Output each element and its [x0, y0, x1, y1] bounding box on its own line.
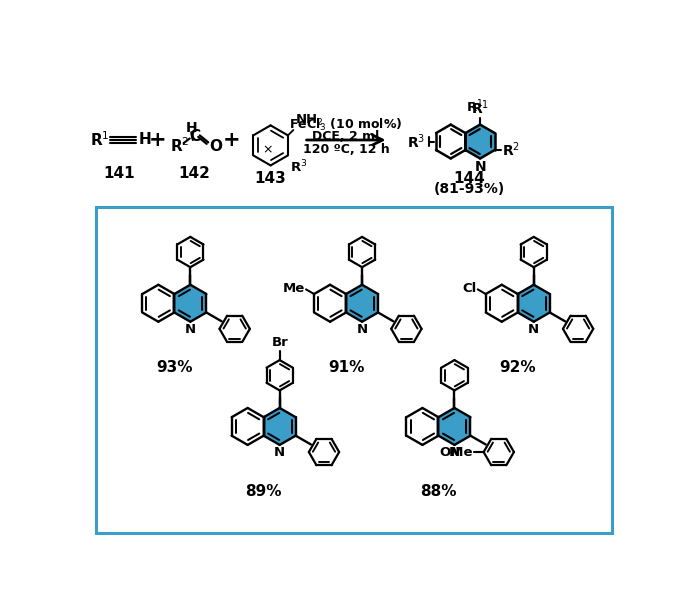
Text: Me: Me — [283, 282, 305, 295]
Text: 120 ºC, 12 h: 120 ºC, 12 h — [303, 143, 390, 156]
Text: N: N — [474, 160, 486, 174]
Text: OMe: OMe — [439, 445, 473, 459]
Text: N: N — [528, 323, 540, 337]
Text: R$^3$: R$^3$ — [407, 132, 426, 151]
Text: H: H — [138, 132, 151, 147]
Bar — [96, 207, 612, 533]
Text: Br: Br — [272, 337, 288, 349]
Text: N: N — [357, 323, 368, 337]
Text: R$^1$: R$^1$ — [471, 98, 489, 117]
Text: R$^2$: R$^2$ — [171, 136, 190, 155]
Text: 93%: 93% — [156, 361, 193, 376]
Text: R$^3$: R$^3$ — [290, 158, 307, 175]
Text: N: N — [274, 447, 285, 459]
Text: 144: 144 — [453, 171, 485, 186]
Text: N: N — [184, 323, 196, 337]
Text: +: + — [149, 130, 167, 150]
Polygon shape — [518, 285, 550, 321]
Text: (81-93%): (81-93%) — [434, 182, 505, 196]
Text: 92%: 92% — [500, 361, 536, 376]
Text: ×: × — [263, 143, 273, 157]
Text: 141: 141 — [103, 166, 135, 181]
Text: DCE, 2 ml: DCE, 2 ml — [312, 131, 379, 143]
Text: NH$_2$: NH$_2$ — [295, 113, 323, 128]
Polygon shape — [264, 408, 296, 445]
Text: R$^1$: R$^1$ — [91, 131, 110, 149]
Text: N: N — [449, 447, 460, 459]
Text: 88%: 88% — [420, 483, 457, 498]
Polygon shape — [174, 285, 207, 321]
Text: R$^1$: R$^1$ — [466, 99, 484, 116]
Text: 143: 143 — [255, 171, 287, 186]
Text: Cl: Cl — [462, 282, 476, 295]
Text: 142: 142 — [178, 166, 210, 181]
Text: O: O — [209, 138, 222, 154]
Text: +: + — [223, 130, 240, 150]
Text: H: H — [187, 122, 198, 135]
Text: FeCl$_3$ (10 mol%): FeCl$_3$ (10 mol%) — [290, 117, 403, 132]
Text: 91%: 91% — [328, 361, 364, 376]
Polygon shape — [466, 125, 495, 158]
Text: C: C — [189, 129, 200, 144]
Polygon shape — [346, 285, 378, 321]
Text: R$^2$: R$^2$ — [502, 141, 520, 160]
Text: 89%: 89% — [245, 483, 282, 498]
Polygon shape — [439, 408, 471, 445]
